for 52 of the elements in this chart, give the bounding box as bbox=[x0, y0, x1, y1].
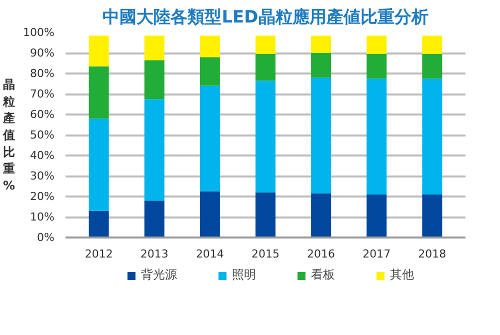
bar bbox=[366, 36, 387, 54]
bar bbox=[88, 210, 109, 238]
y-tick-label: 90% bbox=[30, 46, 55, 60]
y-tick-label: 80% bbox=[30, 67, 55, 80]
legend-label: 看板 bbox=[311, 266, 335, 284]
bar bbox=[366, 194, 387, 238]
y-tick-label: 10% bbox=[30, 210, 55, 224]
bar bbox=[144, 99, 164, 201]
y-tick-label: 0% bbox=[37, 231, 54, 244]
y-tick-label: 50% bbox=[30, 128, 55, 142]
y-axis-title: 晶粒產值比重% bbox=[2, 78, 16, 192]
bar bbox=[366, 54, 387, 79]
y-tick-label: 100% bbox=[23, 26, 55, 39]
legend-label: 照明 bbox=[232, 266, 256, 284]
bar bbox=[144, 200, 164, 238]
y-tick-label: 20% bbox=[30, 190, 55, 203]
bar bbox=[200, 57, 220, 86]
bar bbox=[200, 36, 220, 58]
bar bbox=[88, 36, 109, 66]
bar bbox=[311, 193, 332, 238]
bar bbox=[200, 191, 220, 238]
chart-title: 中國大陸各類型LED晶粒應用產値比重分析 bbox=[102, 8, 428, 28]
x-tick-label: 2018 bbox=[418, 248, 446, 260]
bar bbox=[422, 54, 442, 79]
bar bbox=[366, 78, 387, 194]
bar bbox=[88, 66, 109, 119]
x-tick-label: 2016 bbox=[307, 248, 336, 260]
bar bbox=[422, 194, 442, 238]
bar bbox=[256, 54, 276, 81]
bar bbox=[256, 36, 276, 54]
legend-label: 其他 bbox=[390, 266, 414, 284]
x-tick-label: 2013 bbox=[140, 248, 168, 260]
x-tick-label: 2017 bbox=[362, 248, 391, 260]
legend-label: 背光源 bbox=[141, 266, 177, 284]
x-tick-label: 2014 bbox=[196, 248, 224, 260]
bar bbox=[256, 80, 276, 192]
y-tick-label: 70% bbox=[30, 88, 55, 100]
bar bbox=[311, 36, 332, 53]
x-tick-label: 2012 bbox=[84, 248, 113, 260]
bar bbox=[256, 192, 276, 238]
y-tick-label: 30% bbox=[30, 170, 55, 182]
y-tick-label: 40% bbox=[30, 149, 55, 162]
bar bbox=[311, 53, 332, 78]
bar bbox=[422, 78, 442, 194]
bar bbox=[311, 78, 332, 194]
y-tick-label: 60% bbox=[30, 108, 55, 121]
bar bbox=[144, 36, 164, 60]
bar bbox=[88, 118, 109, 211]
bar bbox=[422, 36, 442, 54]
bar bbox=[200, 86, 220, 192]
bar bbox=[144, 60, 164, 100]
x-tick-label: 2015 bbox=[252, 248, 280, 260]
